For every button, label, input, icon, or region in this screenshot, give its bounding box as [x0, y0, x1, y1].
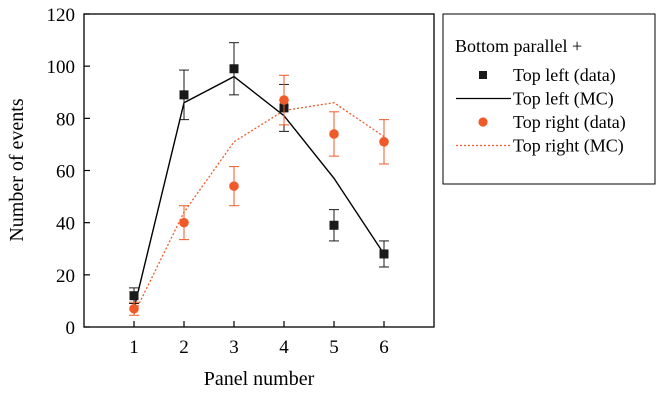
x-tick-label: 3 [229, 337, 239, 358]
legend-title: Bottom parallel + [455, 36, 582, 56]
series-line [133, 75, 385, 309]
plot-frame-group [83, 13, 435, 328]
y-tick-label: 20 [56, 266, 75, 287]
legend-label: Top left (MC) [513, 89, 614, 110]
legend-items: Top left (data) Top left (MC)Top right (d… [456, 65, 626, 157]
y-tick-label: 120 [47, 5, 76, 26]
data-point-circle [279, 95, 289, 105]
x-tick-label: 1 [129, 337, 139, 358]
data-point-circle [229, 181, 239, 191]
y-axis-label: Number of events [6, 98, 28, 242]
x-tick-label: 2 [179, 337, 189, 358]
y-tick-label: 60 [56, 162, 75, 183]
x-tick-label: 5 [329, 337, 339, 358]
legend-symbol-square [479, 71, 487, 79]
y-tick-label: 0 [66, 318, 76, 339]
data-point-circle [379, 137, 389, 147]
y-tick-label: 40 [56, 214, 75, 235]
data-point-circle [329, 129, 339, 139]
data-point-square [379, 249, 389, 259]
data-point-square [229, 64, 239, 74]
plot-frame [83, 13, 435, 328]
data-point-circle [179, 217, 189, 228]
y-tick-label: 80 [56, 109, 75, 130]
x-tick-label: 6 [379, 337, 389, 358]
data-point-square [129, 291, 139, 301]
legend-label: Top right (MC) [513, 136, 624, 157]
series-layer [129, 42, 389, 316]
data-point-square [179, 90, 189, 100]
data-point-circle [129, 303, 139, 314]
data-point-square [329, 220, 339, 230]
y-tick-label: 100 [47, 57, 76, 78]
x-tick-label: 4 [279, 337, 289, 358]
x-axis-label: Panel number [204, 368, 315, 390]
series-line [133, 102, 385, 315]
legend-symbol-circle [478, 117, 488, 127]
legend-label: Top left (data) [513, 65, 616, 86]
legend: Bottom parallel + Top left (data)Top lef… [442, 13, 656, 185]
legend-label: Top right (data) [513, 112, 626, 133]
